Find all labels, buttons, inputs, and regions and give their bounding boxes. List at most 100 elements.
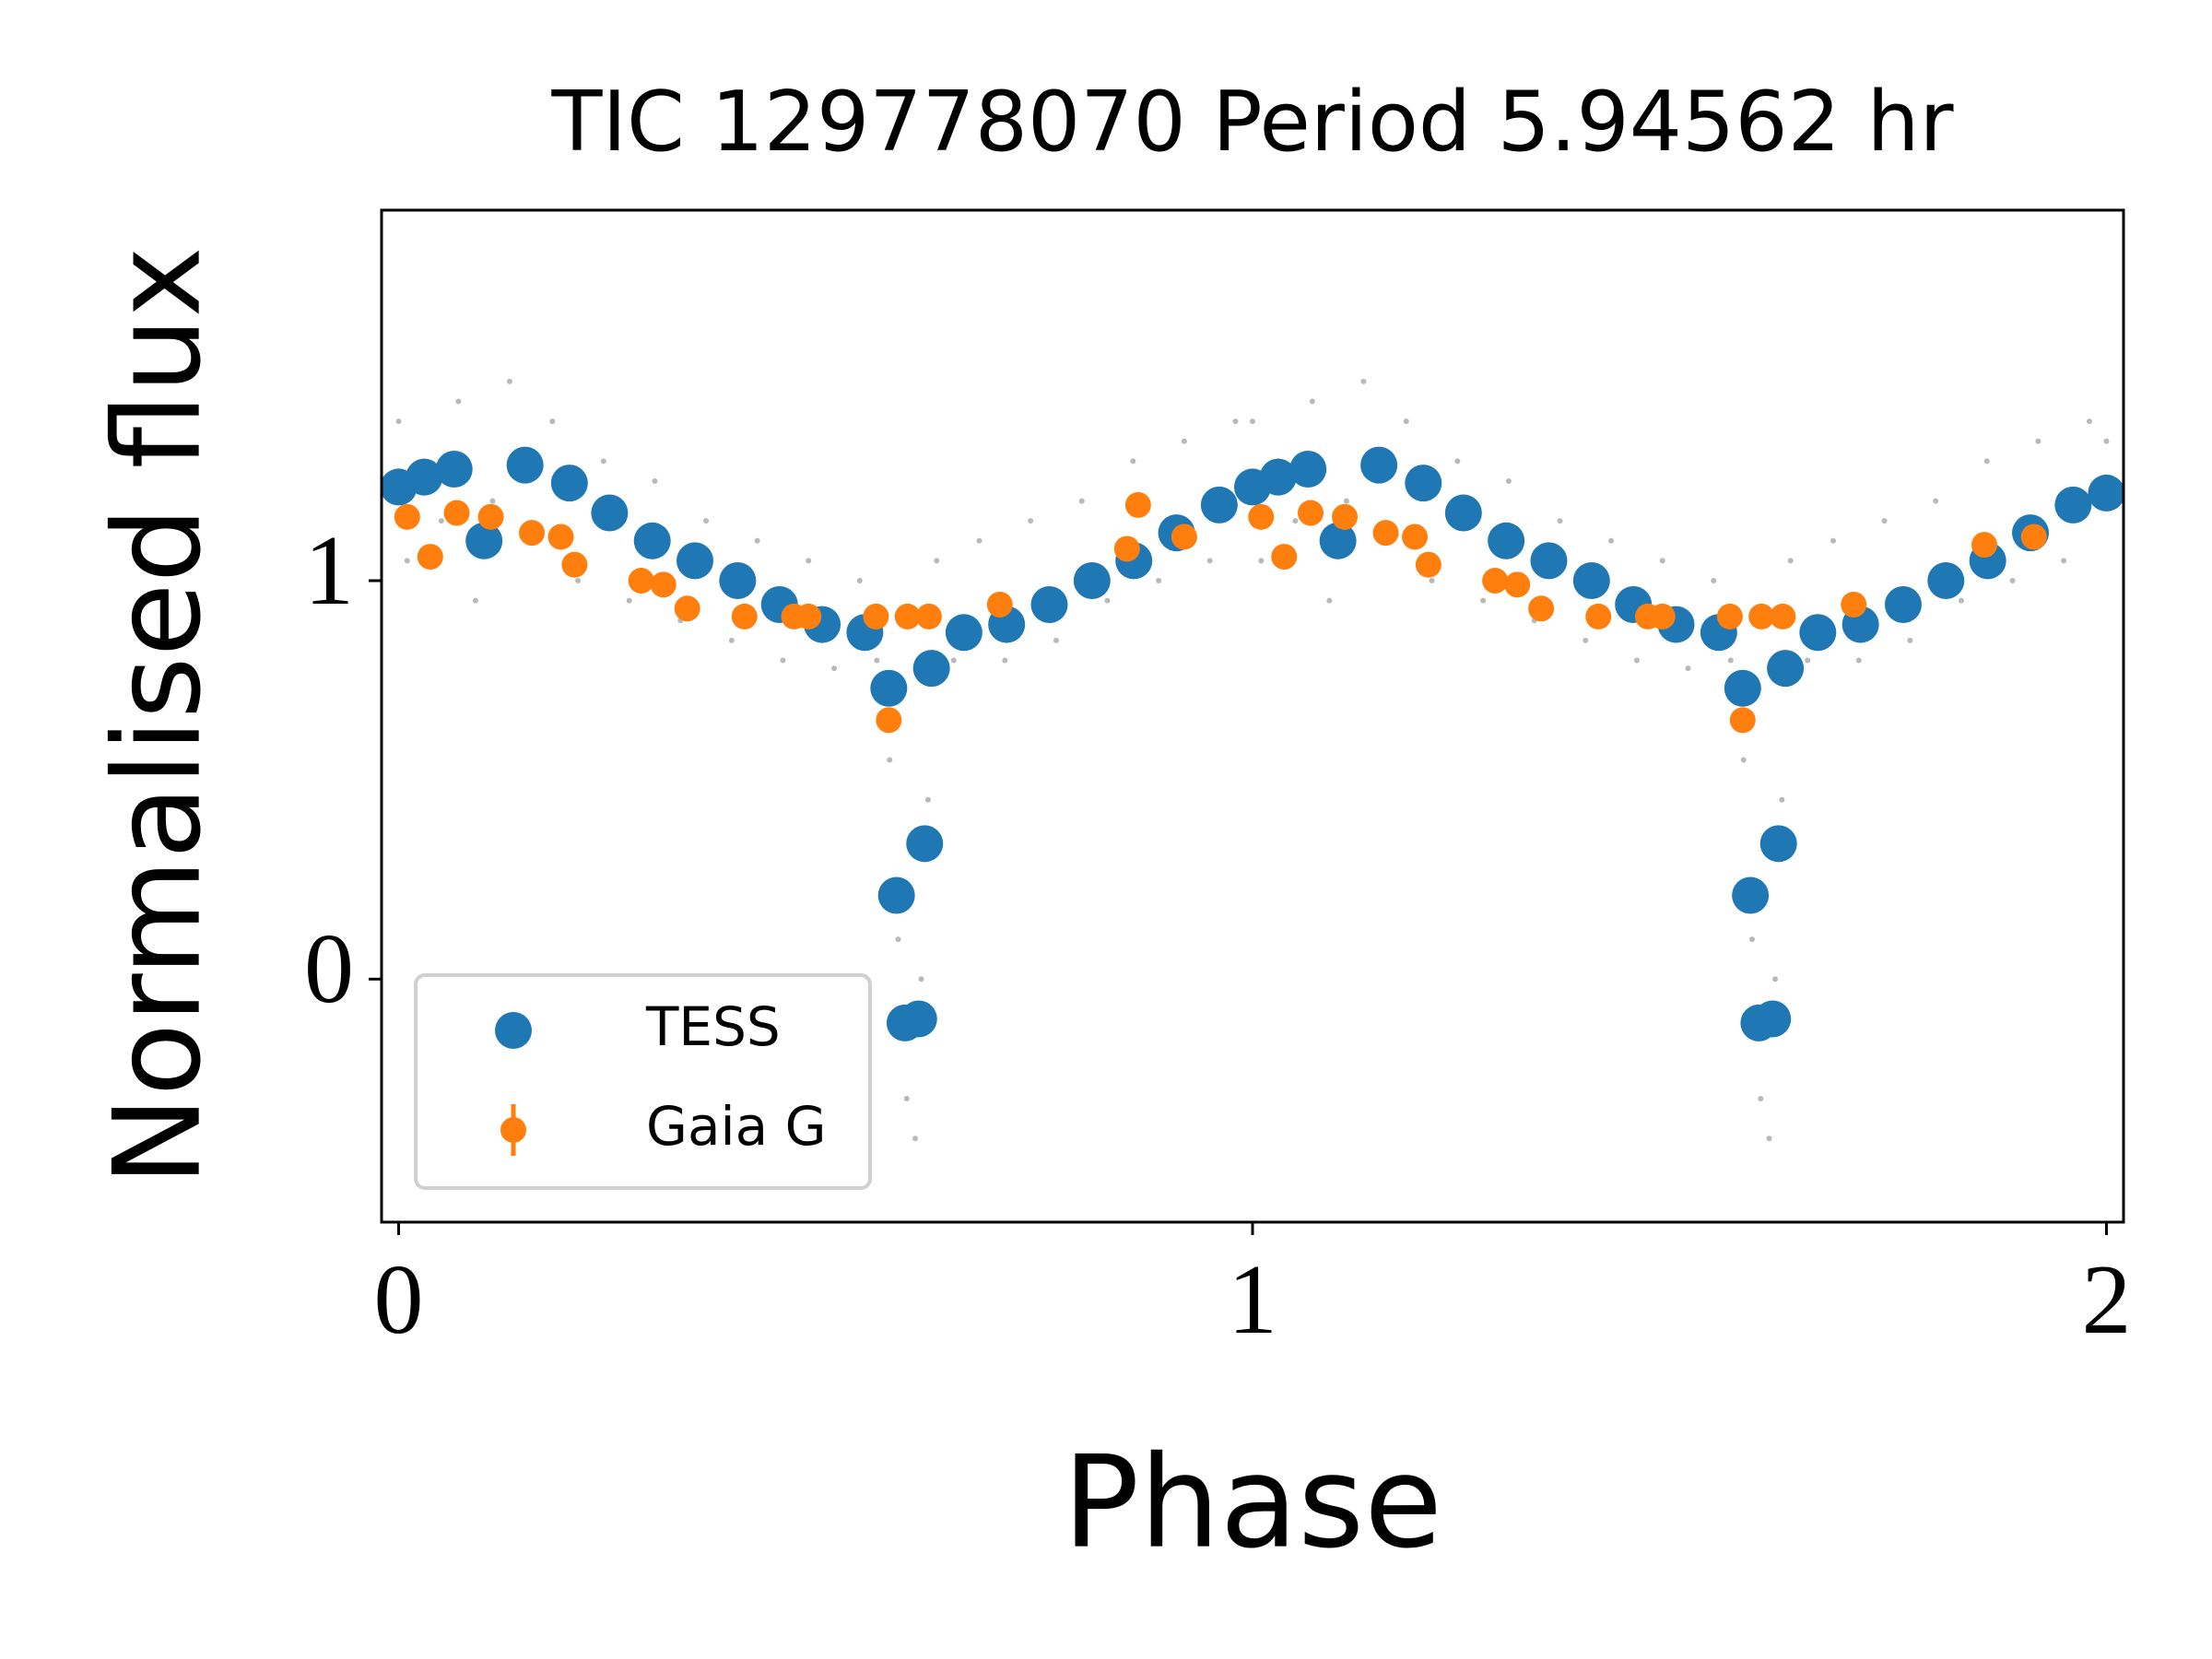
raw-point — [506, 378, 512, 384]
point — [1113, 535, 1140, 562]
raw-point — [1766, 1135, 1772, 1142]
point — [1271, 544, 1298, 571]
point — [1716, 603, 1743, 629]
x-tick-label: 0 — [374, 1245, 424, 1355]
point — [465, 522, 503, 559]
raw-point — [1292, 518, 1299, 524]
raw-point — [1787, 558, 1794, 564]
raw-point — [1130, 458, 1136, 465]
raw-point — [912, 1135, 919, 1142]
point — [1405, 465, 1442, 502]
point — [870, 669, 908, 707]
raw-point — [1250, 418, 1255, 425]
raw-point — [1958, 597, 1964, 604]
raw-point — [455, 398, 462, 405]
raw-point — [2103, 438, 2110, 444]
point — [912, 650, 950, 688]
point — [1724, 669, 1761, 707]
point — [719, 562, 757, 600]
raw-point — [806, 558, 812, 564]
raw-point — [1557, 518, 1563, 524]
point — [1759, 825, 1797, 863]
point — [650, 571, 677, 598]
point — [1585, 603, 1612, 629]
raw-point — [1711, 578, 1717, 584]
raw-point — [950, 657, 957, 664]
point — [1971, 532, 1997, 559]
raw-point — [976, 537, 982, 544]
point — [1171, 524, 1197, 550]
raw-point — [1758, 1095, 1764, 1101]
raw-point — [1403, 418, 1409, 425]
point — [1124, 491, 1151, 518]
raw-point — [1360, 378, 1367, 384]
point — [1530, 542, 1568, 580]
raw-point — [934, 558, 940, 564]
raw-point — [1343, 498, 1349, 504]
point — [986, 591, 1013, 618]
raw-point — [1772, 976, 1778, 982]
point — [2020, 524, 2047, 550]
point — [1572, 562, 1610, 600]
legend-marker — [500, 1117, 526, 1143]
point — [915, 603, 942, 629]
raw-point — [1078, 498, 1085, 504]
raw-point — [575, 578, 582, 584]
point — [1732, 877, 1770, 914]
raw-point — [1633, 657, 1640, 664]
raw-point — [1028, 518, 1034, 524]
raw-point — [1258, 558, 1265, 564]
raw-point — [1881, 518, 1888, 524]
raw-point — [924, 796, 931, 803]
point — [1415, 551, 1441, 578]
point — [2088, 474, 2125, 512]
point — [1754, 1000, 1792, 1038]
raw-point — [549, 418, 556, 425]
raw-point — [1309, 398, 1315, 405]
chart-title: TIC 129778070 Period 5.94562 hr — [551, 74, 1954, 171]
raw-point — [703, 518, 710, 524]
point — [677, 542, 714, 580]
raw-point — [1104, 597, 1111, 604]
point — [1073, 562, 1111, 600]
point — [550, 465, 588, 502]
raw-point — [1659, 558, 1665, 564]
raw-point — [887, 757, 893, 763]
raw-point — [1608, 537, 1615, 544]
point — [1729, 707, 1756, 734]
point — [1298, 500, 1324, 526]
raw-point — [1907, 637, 1913, 643]
raw-point — [2035, 438, 2041, 444]
y-tick-label: 0 — [304, 914, 354, 1024]
point — [2054, 486, 2092, 524]
point — [1248, 503, 1275, 530]
y-tick-label: 1 — [304, 516, 354, 626]
point — [591, 494, 629, 532]
raw-point — [1685, 665, 1691, 672]
raw-point — [652, 477, 658, 484]
point — [443, 500, 470, 526]
point — [863, 603, 889, 629]
raw-point — [1429, 578, 1435, 584]
point — [1799, 614, 1837, 652]
raw-point — [903, 1095, 910, 1101]
raw-point — [1933, 498, 1939, 504]
point — [394, 503, 420, 530]
raw-point — [1505, 477, 1512, 484]
raw-point — [856, 578, 863, 584]
raw-point — [918, 976, 924, 982]
raw-point — [1002, 657, 1008, 664]
point — [1488, 522, 1525, 559]
raw-point — [626, 597, 632, 604]
x-tick-label: 1 — [1228, 1245, 1277, 1355]
raw-point — [2061, 558, 2067, 564]
point — [877, 877, 915, 914]
plot-frame — [380, 208, 2125, 1224]
point — [795, 603, 822, 629]
point — [1259, 458, 1297, 496]
raw-point — [1983, 458, 1990, 465]
point — [906, 825, 944, 863]
raw-point — [395, 418, 402, 425]
raw-point — [874, 657, 880, 664]
point — [894, 603, 921, 629]
